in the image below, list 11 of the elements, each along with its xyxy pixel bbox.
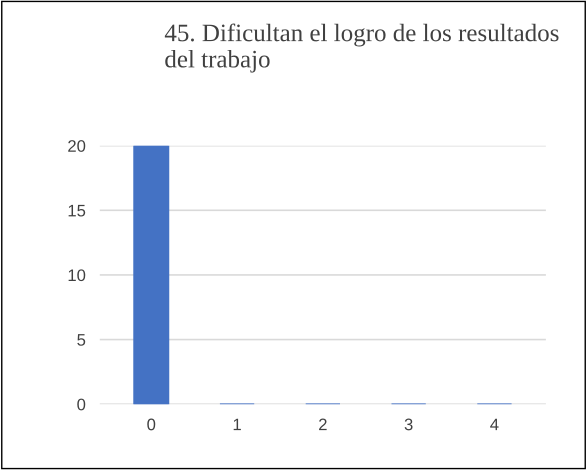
y-tick-label: 5 xyxy=(77,334,86,346)
y-tick-label: 20 xyxy=(68,140,86,152)
x-tick-label: 0 xyxy=(147,418,156,430)
x-tick-label: 1 xyxy=(234,418,241,430)
y-tick-label: 15 xyxy=(68,204,86,217)
y-tick-label: 0 xyxy=(77,398,86,410)
y-tick-label: 10 xyxy=(68,269,86,282)
x-tick-label: 2 xyxy=(319,418,327,430)
x-tick-label: 3 xyxy=(404,418,413,430)
chart-title: 45. Dificultan el logro de los resultados del trabajo xyxy=(164,24,559,73)
x-tick-label: 4 xyxy=(490,418,499,430)
